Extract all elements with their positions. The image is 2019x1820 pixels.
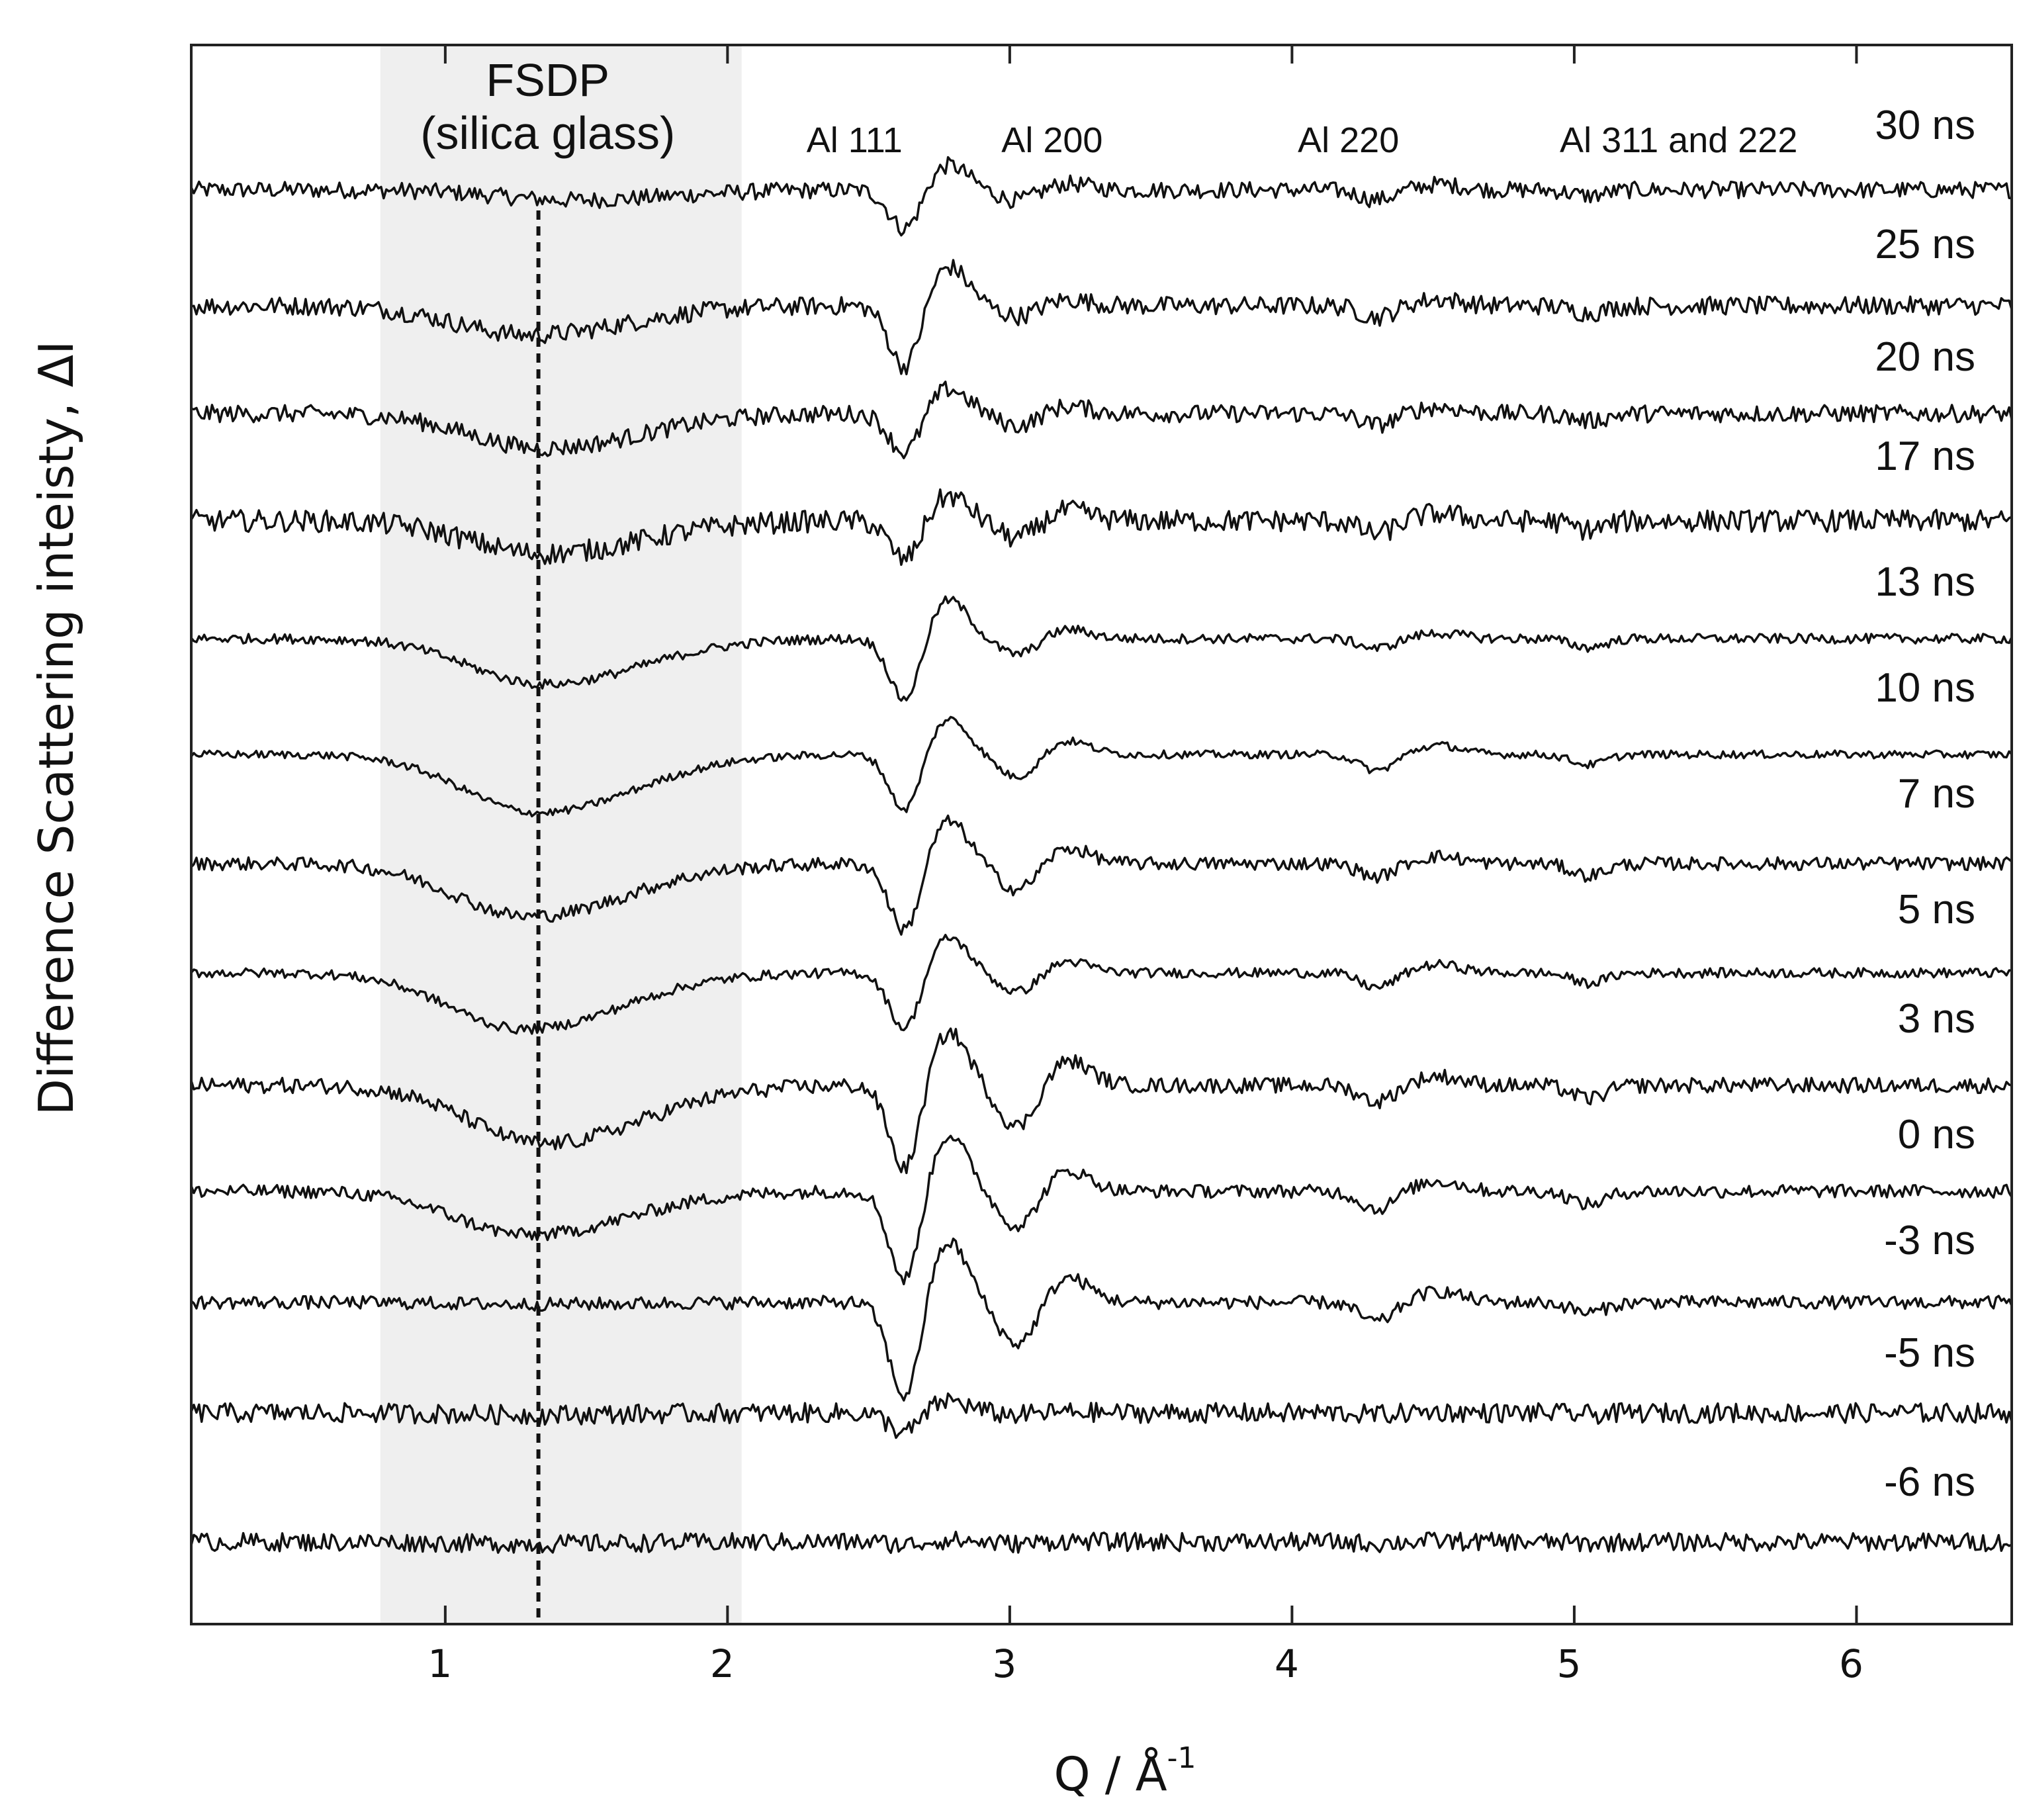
series-line-3ns	[190, 1027, 2012, 1175]
y-axis-label: Difference Scattering inteisty, ΔI	[28, 341, 84, 1116]
series-line-10ns	[190, 715, 2013, 818]
fsdp-label: FSDP	[486, 54, 609, 106]
series-label: 13 ns	[1875, 559, 1975, 605]
series-line-7ns	[190, 814, 2013, 936]
series-line-0ns	[190, 1134, 2013, 1286]
fsdp-sublabel: (silica glass)	[420, 107, 675, 159]
annotation-labels: FSDP (silica glass) Al 111 Al 200 Al 220 Al…	[420, 54, 1975, 1505]
x-axis-label: Q / Å-1	[1054, 1741, 1196, 1801]
series-label: 7 ns	[1898, 771, 1975, 817]
series-line-minus6ns	[190, 1530, 2012, 1555]
series-label: -3 ns	[1884, 1218, 1975, 1263]
peak-label-al-311-and-222: Al 311 and 222	[1560, 120, 1797, 160]
series-line-25ns	[191, 259, 2013, 376]
fsdp-shaded-region	[380, 45, 742, 1624]
peak-label-al-220: Al 220	[1298, 120, 1399, 160]
series-layer	[190, 156, 2013, 1555]
plot-frame	[190, 44, 2013, 1625]
series-label: 30 ns	[1875, 103, 1975, 148]
x-tick-label: 5	[1556, 1641, 1581, 1686]
series-label: 25 ns	[1875, 222, 1975, 267]
series-label: 17 ns	[1875, 433, 1975, 479]
series-label: -6 ns	[1884, 1459, 1975, 1505]
x-axis-label-main: Q / Å	[1054, 1747, 1167, 1801]
series-line-13ns	[190, 595, 2013, 702]
peak-label-al-111: Al 111	[807, 120, 903, 160]
x-tick-label: 6	[1839, 1641, 1863, 1686]
x-tick-label: 1	[427, 1641, 452, 1686]
x-tick-label: 2	[710, 1641, 735, 1686]
series-line-minus3ns	[190, 1237, 2013, 1402]
series-label: 20 ns	[1875, 334, 1975, 380]
x-axis-ticks: 1 2 3 4 5 6	[427, 45, 1863, 1686]
series-label: 3 ns	[1898, 996, 1975, 1042]
x-axis-label-superscript: -1	[1167, 1741, 1196, 1775]
series-line-30ns	[190, 156, 2012, 237]
peak-label-al-200: Al 200	[1001, 120, 1102, 160]
series-line-17ns	[190, 488, 2012, 567]
x-tick-label: 4	[1275, 1641, 1299, 1686]
series-label: 10 ns	[1875, 665, 1975, 711]
series-label: 0 ns	[1898, 1112, 1975, 1158]
series-line-20ns	[191, 381, 2013, 459]
series-line-minus5ns	[190, 1392, 2013, 1439]
series-label: -5 ns	[1884, 1330, 1975, 1376]
series-label: 5 ns	[1898, 887, 1975, 933]
series-line-5ns	[190, 933, 2012, 1035]
x-tick-label: 3	[992, 1641, 1016, 1686]
